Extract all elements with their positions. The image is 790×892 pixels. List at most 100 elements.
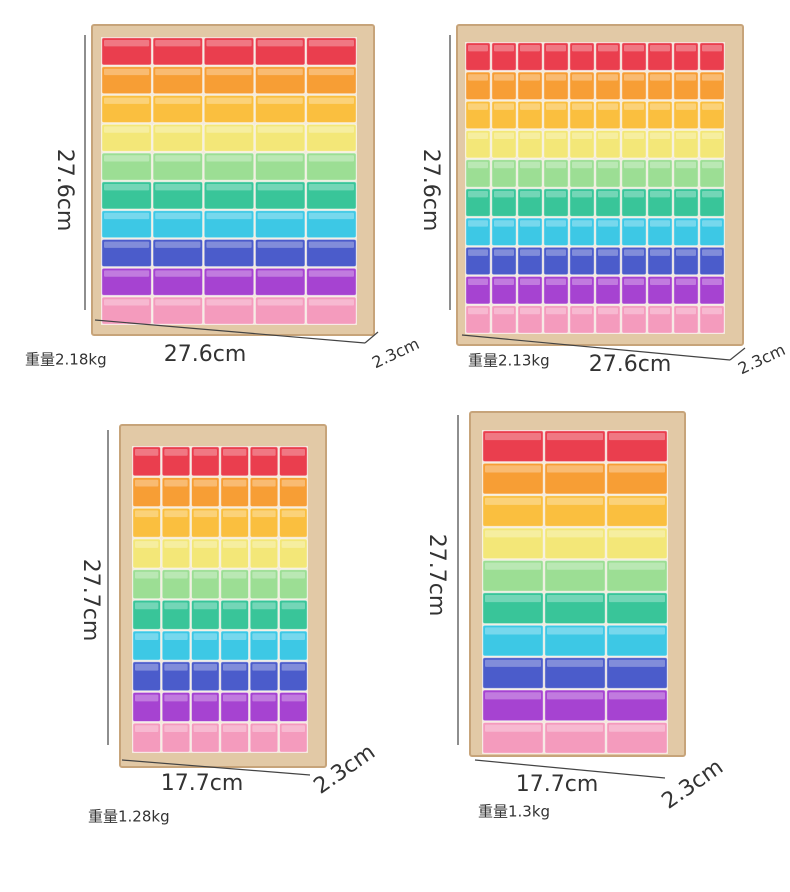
- block-shine: [485, 659, 541, 667]
- block: [699, 71, 725, 101]
- block: [465, 159, 491, 188]
- block: [254, 152, 306, 181]
- block-shine: [155, 241, 201, 248]
- block: [306, 94, 357, 124]
- block-shine: [308, 241, 354, 248]
- block-shine: [155, 212, 201, 220]
- block-shine: [546, 307, 566, 315]
- block: [101, 152, 152, 181]
- block: [569, 129, 595, 159]
- block-shine: [598, 307, 618, 315]
- tray: [469, 411, 686, 757]
- dimension-line: [364, 331, 379, 344]
- block-shine: [676, 191, 696, 198]
- block-shine: [155, 270, 201, 277]
- block-shine: [520, 220, 540, 227]
- width-label: 27.6cm: [589, 352, 672, 377]
- block-shine: [155, 40, 201, 47]
- block: [491, 188, 517, 217]
- block-shine: [494, 278, 514, 286]
- block-shine: [468, 45, 488, 52]
- block-shine: [206, 155, 252, 162]
- block-shine: [104, 68, 150, 76]
- block: [544, 592, 606, 625]
- block-shine: [546, 103, 566, 110]
- block: [132, 722, 162, 753]
- block: [517, 159, 543, 188]
- block-shine: [485, 692, 541, 700]
- block: [517, 305, 543, 334]
- block-shine: [572, 278, 592, 286]
- block: [465, 275, 491, 305]
- block: [544, 495, 606, 527]
- block: [465, 129, 491, 159]
- block-shine: [257, 184, 303, 191]
- block-shine: [135, 633, 159, 640]
- block-shine: [257, 270, 303, 277]
- block-shine: [598, 132, 618, 140]
- block-shine: [485, 595, 541, 603]
- block-shine: [257, 126, 303, 133]
- block: [152, 66, 204, 95]
- block: [491, 275, 517, 305]
- block-shine: [252, 479, 276, 487]
- block: [491, 129, 517, 159]
- block-shine: [547, 530, 603, 538]
- block: [491, 305, 517, 334]
- block-shine: [223, 694, 247, 702]
- block: [254, 181, 306, 210]
- block-shine: [546, 220, 566, 227]
- block-shine: [624, 103, 644, 110]
- block-shine: [609, 692, 665, 700]
- block: [254, 267, 306, 296]
- block-shine: [164, 602, 188, 610]
- block-shine: [598, 220, 618, 227]
- block-shine: [520, 103, 540, 110]
- block: [647, 42, 673, 71]
- block: [621, 129, 647, 159]
- block: [491, 42, 517, 71]
- block-shine: [520, 45, 540, 52]
- block-shine: [135, 510, 159, 518]
- tray: [456, 24, 744, 346]
- block-shine: [624, 74, 644, 81]
- block-shine: [164, 510, 188, 518]
- block-shine: [547, 724, 603, 732]
- block: [254, 238, 306, 268]
- block: [482, 495, 544, 527]
- block: [482, 657, 544, 689]
- block: [203, 210, 255, 239]
- block-shine: [206, 299, 252, 306]
- dimension-line: [461, 334, 731, 361]
- block-shine: [206, 241, 252, 248]
- block-shine: [135, 602, 159, 610]
- block: [101, 238, 152, 268]
- block: [569, 71, 595, 101]
- block: [647, 305, 673, 334]
- block-shine: [223, 479, 247, 487]
- block: [517, 246, 543, 276]
- block-shine: [609, 465, 665, 473]
- block: [621, 42, 647, 71]
- block: [544, 624, 606, 657]
- block: [543, 188, 569, 217]
- block-shine: [257, 40, 303, 47]
- block: [278, 661, 308, 692]
- block: [647, 100, 673, 130]
- tray: [91, 24, 375, 336]
- block-shine: [257, 212, 303, 220]
- block: [101, 37, 152, 66]
- block: [161, 691, 191, 723]
- block: [699, 188, 725, 217]
- block: [278, 507, 308, 538]
- dimension-line: [94, 319, 366, 344]
- block: [101, 296, 152, 325]
- block: [482, 624, 544, 657]
- block: [606, 657, 668, 689]
- block-shine: [252, 663, 276, 671]
- block: [152, 123, 204, 152]
- block-shine: [193, 449, 217, 456]
- block: [606, 462, 668, 495]
- block: [152, 238, 204, 268]
